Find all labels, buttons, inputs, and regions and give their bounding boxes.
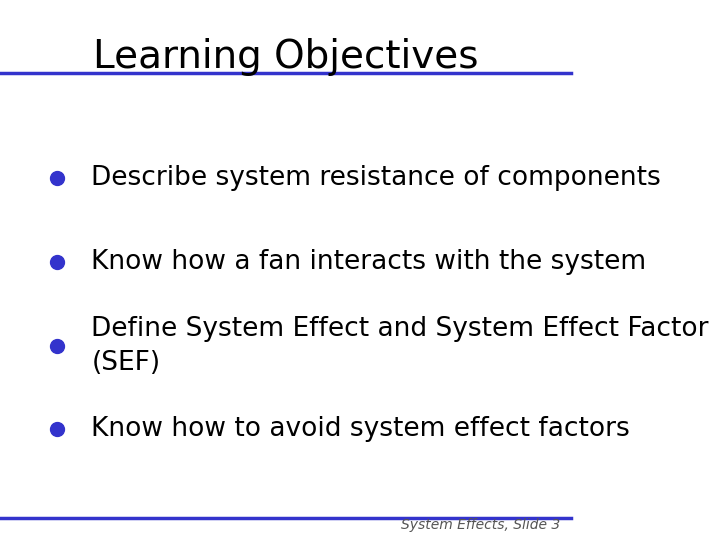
Text: System Effects, Slide 3: System Effects, Slide 3 [400, 518, 559, 532]
Text: Describe system resistance of components: Describe system resistance of components [91, 165, 661, 191]
Text: Define System Effect and System Effect Factor
(SEF): Define System Effect and System Effect F… [91, 315, 709, 376]
Text: Know how a fan interacts with the system: Know how a fan interacts with the system [91, 249, 647, 275]
Text: Learning Objectives: Learning Objectives [93, 38, 478, 76]
Text: Know how to avoid system effect factors: Know how to avoid system effect factors [91, 416, 630, 442]
